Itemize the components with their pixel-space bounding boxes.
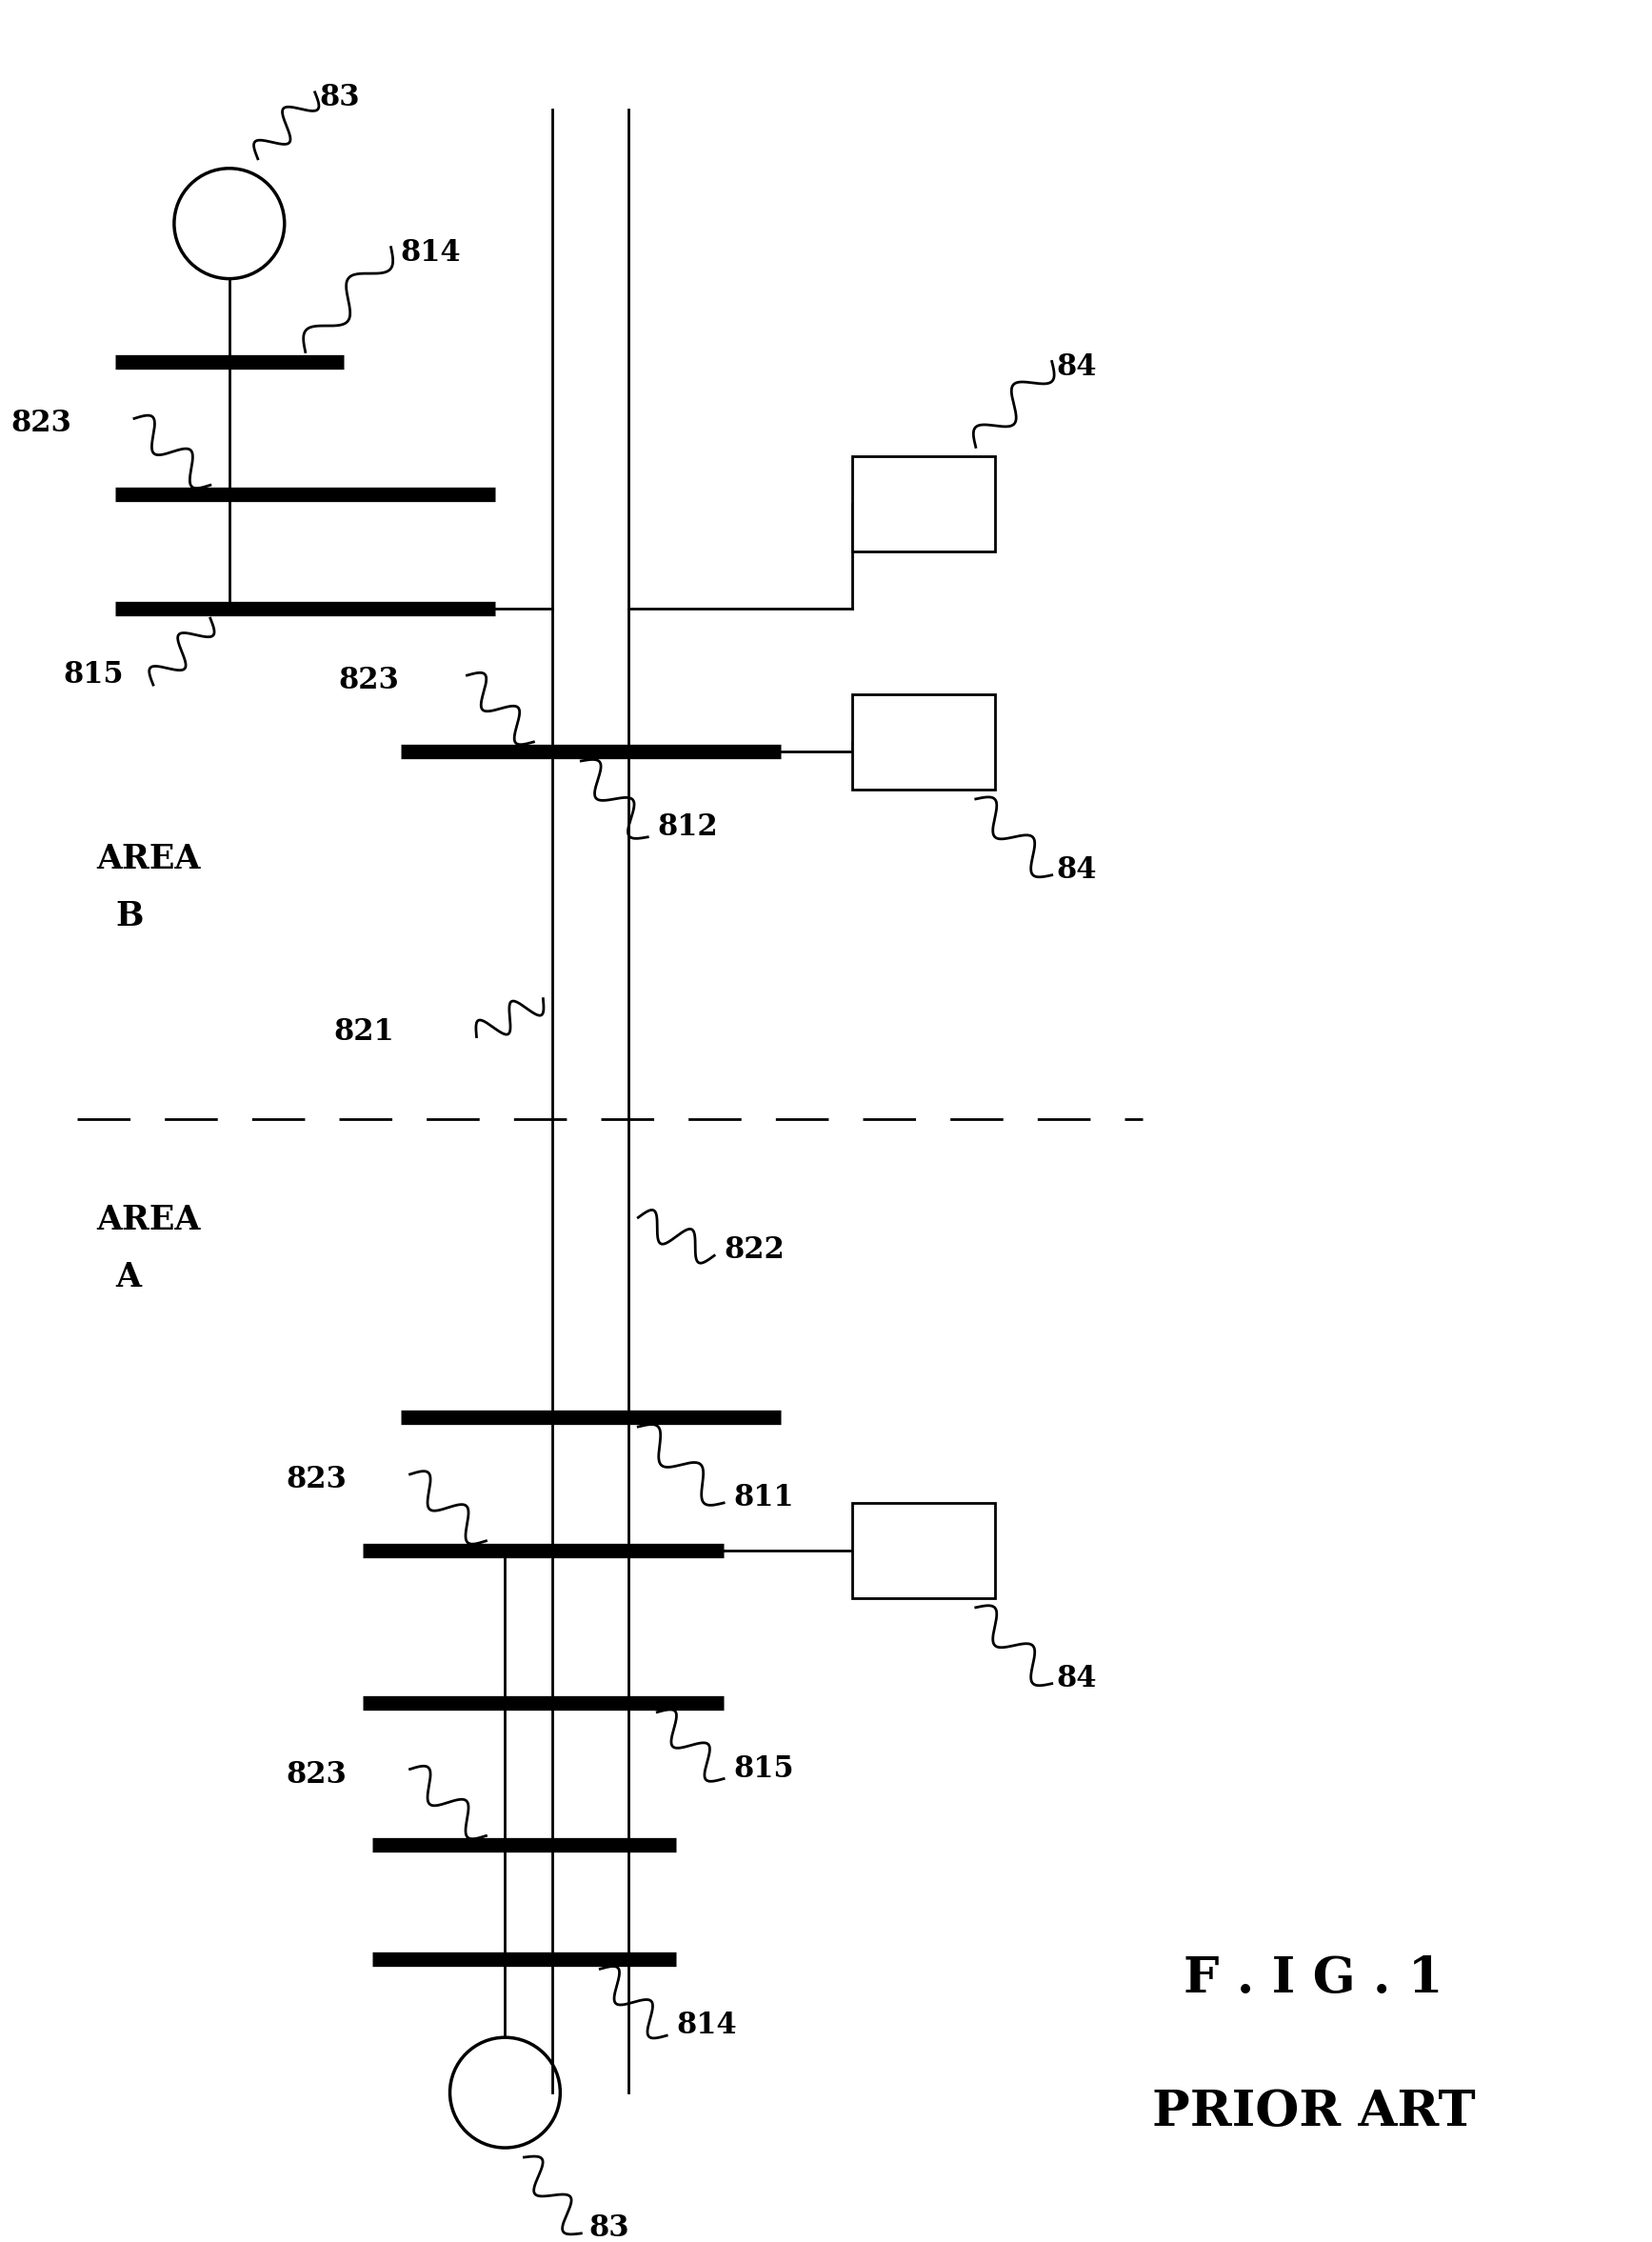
Text: AREA: AREA <box>96 1204 200 1238</box>
Text: 822: 822 <box>724 1235 785 1264</box>
Text: 823: 823 <box>339 666 400 695</box>
Text: 84: 84 <box>1057 1664 1097 1693</box>
Text: 814: 814 <box>676 2011 737 2040</box>
Text: 823: 823 <box>286 1760 347 1789</box>
Text: 811: 811 <box>733 1482 793 1513</box>
Text: B: B <box>116 899 144 933</box>
Text: 821: 821 <box>334 1018 395 1047</box>
Text: PRIOR ART: PRIOR ART <box>1151 2087 1475 2137</box>
Bar <box>852 695 995 789</box>
Text: F . I G . 1: F . I G . 1 <box>1183 1955 1444 2002</box>
Text: 823: 823 <box>10 408 71 439</box>
Text: 823: 823 <box>286 1464 347 1495</box>
Text: 812: 812 <box>657 812 717 841</box>
Bar <box>852 457 995 552</box>
Text: 815: 815 <box>733 1753 793 1782</box>
Text: 814: 814 <box>400 238 461 267</box>
Text: AREA: AREA <box>96 843 200 874</box>
Text: 84: 84 <box>1057 854 1097 886</box>
Text: A: A <box>116 1262 140 1294</box>
Text: 83: 83 <box>588 2213 629 2242</box>
Text: 84: 84 <box>1057 352 1097 381</box>
Text: 83: 83 <box>319 83 360 112</box>
Text: 815: 815 <box>63 659 124 691</box>
Bar <box>852 1502 995 1599</box>
